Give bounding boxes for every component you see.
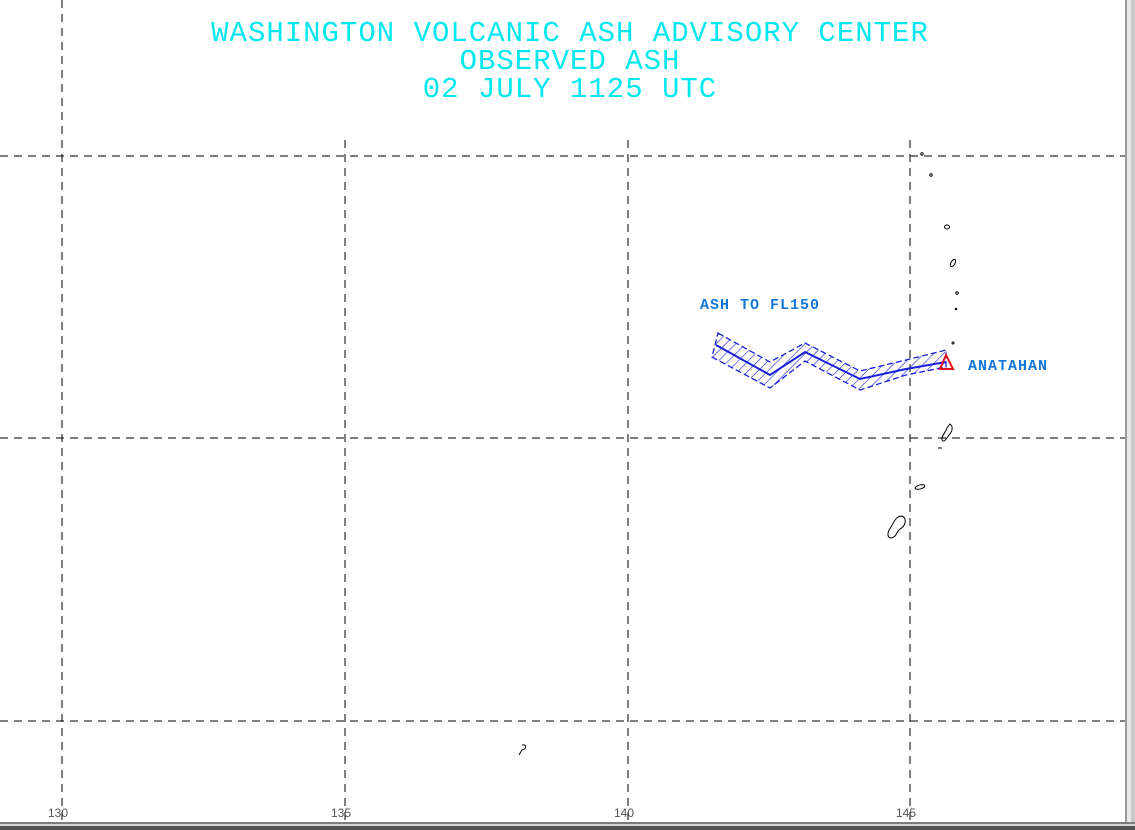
volcano-marker <box>938 352 955 370</box>
longitude-label: 130 <box>48 806 69 820</box>
window-bottom-bar <box>0 822 1135 830</box>
island-guam <box>887 515 906 539</box>
island <box>929 173 933 177</box>
island <box>920 152 924 156</box>
window-right-border <box>1125 0 1135 830</box>
volcano-triangle-icon <box>938 352 955 370</box>
volcano-label: ANATAHAN <box>968 358 1049 375</box>
longitude-label: 145 <box>896 806 917 820</box>
longitude-label: 140 <box>614 806 635 820</box>
island <box>954 307 958 311</box>
title-line-3: 02 JULY 1125 UTC <box>422 73 718 106</box>
island <box>944 224 950 230</box>
longitude-label: 135 <box>331 806 352 820</box>
island-saipan <box>941 423 953 442</box>
ash-layer-label: ASH TO FL150 <box>700 297 821 314</box>
ash-cloud <box>711 332 947 391</box>
island-rota <box>914 484 926 490</box>
island-small <box>518 744 527 756</box>
title-line-1: WASHINGTON VOLCANIC ASH ADVISORY CENTER <box>211 17 929 50</box>
title-line-2: OBSERVED ASH <box>459 45 681 78</box>
island-outlines <box>518 152 959 756</box>
island <box>951 341 955 345</box>
island <box>955 291 959 295</box>
island <box>949 258 957 268</box>
ash-cloud-axis <box>715 344 947 381</box>
